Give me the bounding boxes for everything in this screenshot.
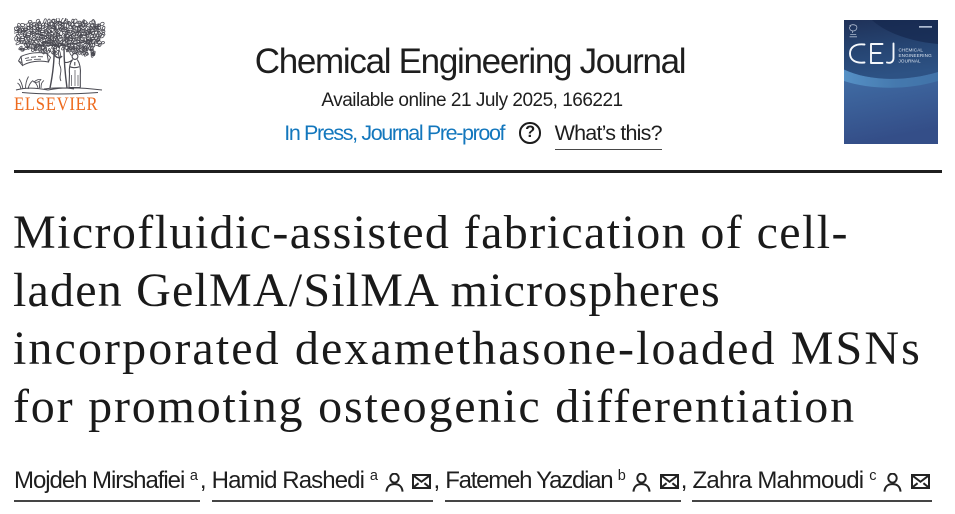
svg-text:JOURNAL: JOURNAL	[899, 59, 921, 64]
svg-text:ENGINEERING: ENGINEERING	[899, 53, 933, 58]
svg-text:CHEMICAL: CHEMICAL	[899, 48, 924, 53]
